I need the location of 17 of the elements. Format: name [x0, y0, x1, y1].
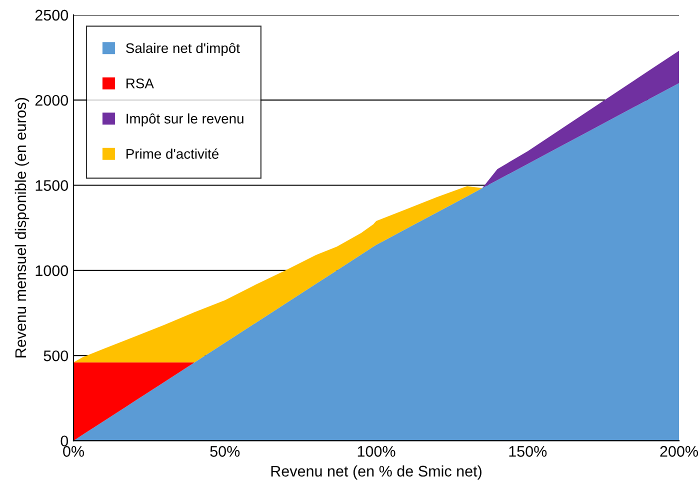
x-tick-label: 0% — [63, 446, 84, 457]
x-tick-label: 100% — [358, 446, 396, 457]
x-axis-title: Revenu net (en % de Smic net) — [271, 465, 482, 480]
y-tick-label: 500 — [44, 350, 68, 362]
legend-label: RSA — [126, 78, 154, 88]
x-tick-label: 200% — [660, 446, 698, 457]
legend-label: Prime d'activité — [126, 148, 218, 159]
legend-label: Impôt sur le revenu — [126, 113, 244, 126]
y-tick-label: 1500 — [36, 180, 68, 191]
y-tick-label: 0 — [60, 436, 68, 446]
x-tick-label: 50% — [210, 446, 240, 457]
legend-label: Salaire net d'impôt — [126, 42, 240, 56]
y-tick-label: 2000 — [35, 94, 68, 106]
y-axis-title: Revenu mensuel disponible (en euros) — [14, 98, 30, 358]
y-tick-label: 2500 — [35, 10, 68, 21]
x-tick-label: 150% — [509, 446, 547, 457]
y-tick-label: 1000 — [36, 265, 68, 276]
